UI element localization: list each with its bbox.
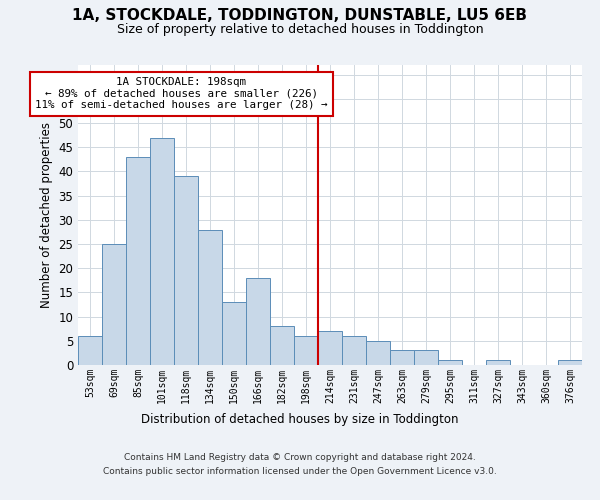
- Bar: [342, 336, 366, 365]
- Bar: [486, 360, 510, 365]
- Bar: [366, 341, 390, 365]
- Bar: [318, 331, 342, 365]
- Text: Size of property relative to detached houses in Toddington: Size of property relative to detached ho…: [116, 22, 484, 36]
- Bar: [150, 138, 174, 365]
- Bar: [126, 157, 150, 365]
- Bar: [102, 244, 126, 365]
- Bar: [414, 350, 438, 365]
- Bar: [78, 336, 102, 365]
- Bar: [270, 326, 294, 365]
- Bar: [438, 360, 462, 365]
- Bar: [198, 230, 222, 365]
- Text: Distribution of detached houses by size in Toddington: Distribution of detached houses by size …: [141, 412, 459, 426]
- Bar: [174, 176, 198, 365]
- Bar: [558, 360, 582, 365]
- Bar: [390, 350, 414, 365]
- Bar: [222, 302, 246, 365]
- Bar: [246, 278, 270, 365]
- Bar: [294, 336, 318, 365]
- Text: 1A STOCKDALE: 198sqm
← 89% of detached houses are smaller (226)
11% of semi-deta: 1A STOCKDALE: 198sqm ← 89% of detached h…: [35, 77, 328, 110]
- Y-axis label: Number of detached properties: Number of detached properties: [40, 122, 53, 308]
- Text: Contains public sector information licensed under the Open Government Licence v3: Contains public sector information licen…: [103, 468, 497, 476]
- Text: Contains HM Land Registry data © Crown copyright and database right 2024.: Contains HM Land Registry data © Crown c…: [124, 452, 476, 462]
- Text: 1A, STOCKDALE, TODDINGTON, DUNSTABLE, LU5 6EB: 1A, STOCKDALE, TODDINGTON, DUNSTABLE, LU…: [73, 8, 527, 22]
